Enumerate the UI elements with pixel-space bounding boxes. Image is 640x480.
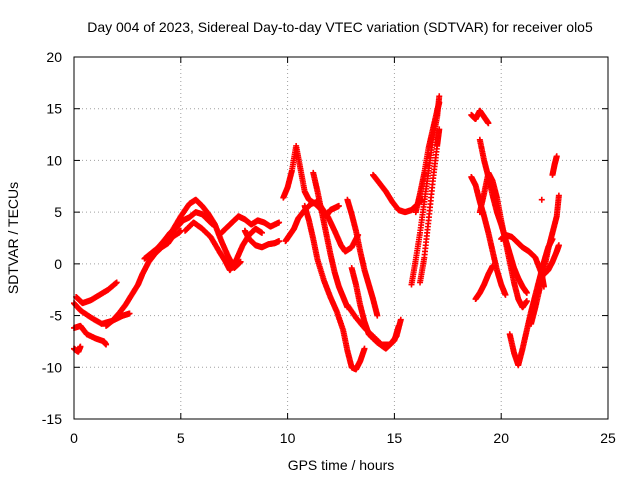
grid-lines	[74, 57, 608, 419]
series-arc-m	[310, 169, 351, 311]
data-point	[555, 192, 562, 199]
x-tick-labels: 0 5 10 15 20 25	[70, 430, 616, 446]
data-point	[436, 126, 443, 133]
y-tick-label: 20	[46, 49, 62, 65]
data-point	[126, 310, 133, 317]
data-point	[361, 345, 368, 352]
data-point	[436, 99, 443, 106]
chart-title: Day 004 of 2023, Sidereal Day-to-day VTE…	[87, 19, 593, 35]
data-point	[113, 279, 120, 286]
x-tick-label: 25	[600, 430, 616, 446]
y-tick-label: 10	[46, 152, 62, 168]
y-tick-label: 0	[54, 256, 62, 272]
series-arc-b	[71, 322, 110, 348]
data-point	[436, 93, 443, 100]
series-arc-z	[472, 262, 496, 303]
data-point	[538, 196, 545, 203]
data-point	[555, 242, 562, 249]
series-arc-w	[468, 173, 509, 298]
y-tick-label: 15	[46, 101, 62, 117]
x-tick-label: 15	[387, 430, 403, 446]
series-arc-r	[370, 171, 426, 216]
data-point	[103, 341, 110, 348]
data-point	[395, 322, 402, 329]
series-arc-e	[103, 227, 184, 329]
series-arc-ae	[549, 153, 560, 178]
axis-ticks	[73, 56, 609, 420]
x-tick-label: 20	[493, 430, 509, 446]
y-tick-label: -10	[42, 359, 62, 375]
series-arc-a	[71, 300, 133, 327]
data-point	[485, 120, 492, 127]
data-point	[523, 289, 530, 296]
series-arc-u	[417, 126, 443, 286]
y-tick-label: -5	[50, 308, 63, 324]
x-tick-label: 5	[177, 430, 185, 446]
series-arc-j	[241, 227, 283, 251]
series-arc-t	[412, 99, 443, 216]
series-arc-aa	[498, 231, 547, 290]
data-point	[276, 238, 283, 245]
series-arc-d	[73, 279, 120, 307]
series-arc-i	[216, 213, 283, 238]
x-tick-label: 10	[280, 430, 296, 446]
data-points	[71, 93, 562, 373]
data-point	[397, 316, 404, 323]
data-point	[77, 343, 84, 350]
series-arc-y	[476, 169, 530, 311]
data-point	[335, 202, 342, 209]
series-arc-q	[344, 196, 381, 319]
data-point	[276, 219, 283, 226]
data-point	[374, 312, 381, 319]
x-tick-label: 0	[70, 430, 78, 446]
data-point	[523, 298, 530, 305]
series-arc-af	[538, 196, 545, 203]
y-tick-label: -15	[42, 411, 62, 427]
data-point	[502, 291, 509, 298]
y-tick-labels: -15 -10 -5 0 5 10 15 20	[42, 49, 62, 427]
series-arc-ad	[540, 242, 562, 278]
data-point	[258, 229, 265, 236]
x-axis-label: GPS time / hours	[288, 457, 395, 473]
plot-frame	[73, 56, 609, 420]
y-tick-label: 5	[54, 204, 62, 220]
series-arc-v	[468, 107, 492, 127]
data-point	[237, 258, 244, 265]
series-arc-l	[280, 142, 342, 220]
series-arc-h	[182, 219, 265, 274]
data-point	[553, 153, 560, 160]
series-arc-n	[301, 202, 368, 373]
series-arc-c	[71, 343, 84, 355]
series-arc-p	[348, 264, 402, 352]
data-point	[489, 262, 496, 269]
y-axis-label: SDTVAR / TECUs	[5, 182, 21, 294]
